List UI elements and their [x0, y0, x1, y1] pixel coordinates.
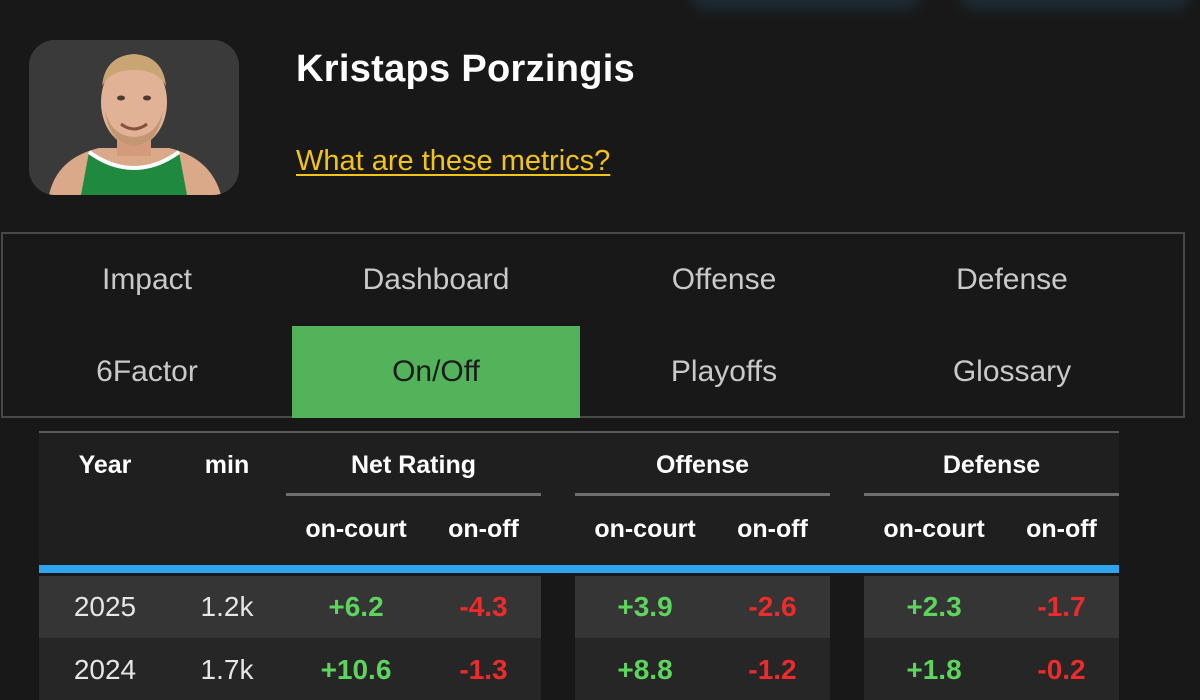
- header-net-rating: Net Rating: [351, 451, 476, 479]
- cell-defense-on-off: -0.2: [1037, 654, 1086, 685]
- row-background: [39, 638, 541, 700]
- row-background: [575, 638, 830, 700]
- header-net-on-court[interactable]: on-court: [305, 515, 407, 543]
- tab-playoffs[interactable]: Playoffs: [670, 355, 778, 388]
- tab-dashboard[interactable]: Dashboard: [362, 263, 510, 296]
- player-avatar: [29, 40, 239, 195]
- cell-year: 2024: [73, 654, 137, 685]
- cell-offense-on-off: -1.2: [748, 654, 797, 685]
- row-background: [864, 576, 1119, 638]
- group-divider-net: [286, 493, 541, 496]
- row-background: [575, 576, 830, 638]
- header-offense-on-court[interactable]: on-court: [594, 515, 696, 543]
- table-header-background: [39, 431, 1119, 565]
- on-off-table: Year min Net Rating Offense Defense on-c…: [39, 431, 1119, 700]
- cell-defense-on-court: +1.8: [906, 654, 962, 685]
- cell-net-on-court: +6.2: [328, 591, 384, 622]
- header-offense: Offense: [655, 451, 750, 479]
- cell-defense-on-off: -1.7: [1037, 591, 1086, 622]
- cell-offense-on-off: -2.6: [748, 591, 797, 622]
- tab-impact[interactable]: Impact: [101, 263, 193, 296]
- player-name: Kristaps Porzingis: [296, 48, 636, 90]
- player-photo: [29, 40, 239, 195]
- cell-year: 2025: [73, 591, 137, 622]
- cell-defense-on-court: +2.3: [906, 591, 962, 622]
- header-defense: Defense: [942, 451, 1041, 479]
- tab-6factor[interactable]: 6Factor: [96, 355, 198, 388]
- header-year[interactable]: Year: [78, 451, 132, 479]
- group-divider-defense: [864, 493, 1119, 496]
- metrics-help-link[interactable]: What are these metrics?: [296, 145, 611, 177]
- cell-min: 1.7k: [200, 654, 254, 685]
- tab-offense[interactable]: Offense: [671, 263, 777, 296]
- row-background: [864, 638, 1119, 700]
- header-defense-on-court[interactable]: on-court: [883, 515, 985, 543]
- table-header-accent-bar: [39, 565, 1119, 573]
- cell-net-on-off: -4.3: [459, 591, 508, 622]
- cell-min: 1.2k: [200, 591, 254, 622]
- header-net-on-off[interactable]: on-off: [448, 515, 519, 543]
- cell-offense-on-court: +3.9: [617, 591, 673, 622]
- cell-net-on-court: +10.6: [320, 654, 392, 685]
- cell-net-on-off: -1.3: [459, 654, 508, 685]
- header-min[interactable]: min: [204, 451, 250, 479]
- header-offense-on-off[interactable]: on-off: [737, 515, 808, 543]
- group-divider-offense: [575, 493, 830, 496]
- cell-offense-on-court: +8.8: [617, 654, 673, 685]
- header-glow: [960, 0, 1190, 10]
- tab-glossary[interactable]: Glossary: [952, 355, 1072, 388]
- table-top-border: [39, 431, 1119, 433]
- header-glow: [690, 0, 920, 10]
- header-defense-on-off[interactable]: on-off: [1026, 515, 1097, 543]
- tab-navigation: Impact Dashboard Offense Defense 6Factor…: [1, 232, 1185, 418]
- row-background: [39, 576, 541, 638]
- tab-on-off[interactable]: On/Off: [292, 326, 580, 418]
- tab-defense[interactable]: Defense: [956, 263, 1068, 296]
